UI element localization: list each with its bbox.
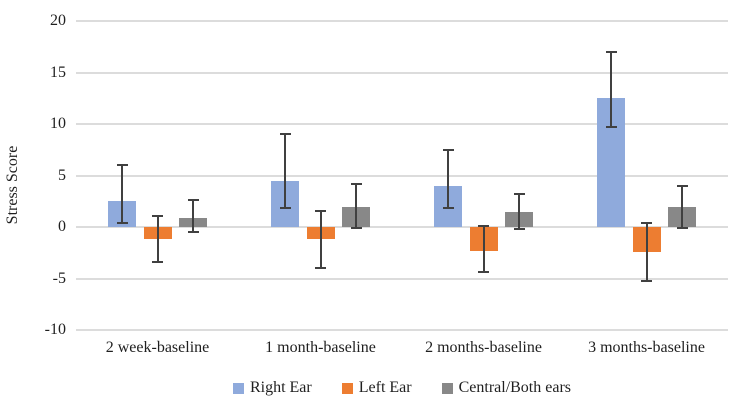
- y-tick-label: -10: [44, 321, 66, 338]
- error-bar-cap-bottom: [152, 261, 163, 264]
- error-bar-cap-bottom: [676, 227, 688, 230]
- gridline: [76, 329, 728, 331]
- y-tick-label: 20: [50, 12, 66, 29]
- error-bar-line: [645, 222, 648, 281]
- error-bar-cap-top: [279, 133, 291, 136]
- legend-label: Right Ear: [249, 379, 312, 396]
- x-category-label: 1 month-baseline: [265, 339, 376, 356]
- legend-label: Left Ear: [358, 379, 412, 396]
- y-tick-label: 5: [58, 166, 66, 184]
- gridline: [76, 226, 728, 228]
- gridline: [76, 20, 728, 22]
- error-bar-cap-bottom: [605, 126, 617, 129]
- error-bar-cap-top: [513, 193, 525, 196]
- error-bar-cap-top: [116, 164, 128, 167]
- error-bar-cap-bottom: [315, 267, 326, 270]
- error-bar-cap-bottom: [513, 228, 525, 231]
- error-bar-line: [121, 165, 123, 223]
- gridline: [76, 174, 728, 177]
- legend-swatch-icon: [341, 382, 353, 394]
- error-bar-line: [610, 51, 612, 128]
- error-bar-cap-top: [442, 148, 454, 151]
- y-tick-label: 15: [50, 63, 66, 81]
- error-bar-cap-top: [478, 224, 489, 227]
- gridline: [76, 71, 728, 74]
- error-bar-cap-bottom: [478, 271, 489, 274]
- error-bar-line: [156, 215, 159, 262]
- error-bar-cap-bottom: [279, 207, 291, 210]
- error-bar-cap-bottom: [442, 207, 454, 210]
- error-bar-line: [518, 194, 520, 230]
- error-bar-line: [681, 185, 683, 229]
- legend-swatch-icon: [232, 382, 244, 394]
- legend-item: Right Ear: [232, 379, 312, 397]
- error-bar-cap-top: [315, 209, 326, 212]
- y-tick-label: 0: [58, 218, 66, 235]
- error-bar-cap-top: [187, 199, 199, 202]
- error-bar-cap-top: [641, 221, 652, 224]
- y-tick-label: 10: [50, 115, 66, 132]
- error-bar-line: [284, 134, 286, 209]
- error-bar-line: [192, 200, 194, 233]
- legend-item: Central/Both ears: [441, 379, 572, 397]
- x-category-label: 2 week-baseline: [105, 339, 210, 356]
- x-category-label: 2 months-baseline: [425, 339, 542, 356]
- error-bar-cap-bottom: [641, 279, 652, 282]
- gridline: [76, 123, 728, 125]
- error-bar-line: [447, 149, 449, 209]
- error-bar-cap-top: [152, 214, 163, 217]
- gridline: [76, 277, 728, 280]
- error-bar-cap-top: [605, 50, 617, 53]
- legend-label: Central/Both ears: [458, 379, 572, 396]
- error-bar-cap-top: [676, 184, 688, 187]
- error-bar-cap-bottom: [187, 231, 199, 234]
- y-tick-label: -5: [52, 269, 66, 287]
- error-bar-cap-bottom: [350, 227, 362, 230]
- x-category-label: 3 months-baseline: [588, 339, 705, 356]
- error-bar-line: [482, 225, 485, 273]
- error-bar-line: [319, 210, 322, 269]
- legend-swatch-icon: [441, 382, 453, 394]
- legend-item: Left Ear: [341, 379, 412, 397]
- error-bar-cap-bottom: [116, 221, 128, 224]
- chart-legend: Right Ear Left Ear Central/Both ears: [76, 379, 728, 397]
- error-bar-cap-top: [350, 182, 362, 185]
- error-bar-line: [355, 183, 357, 229]
